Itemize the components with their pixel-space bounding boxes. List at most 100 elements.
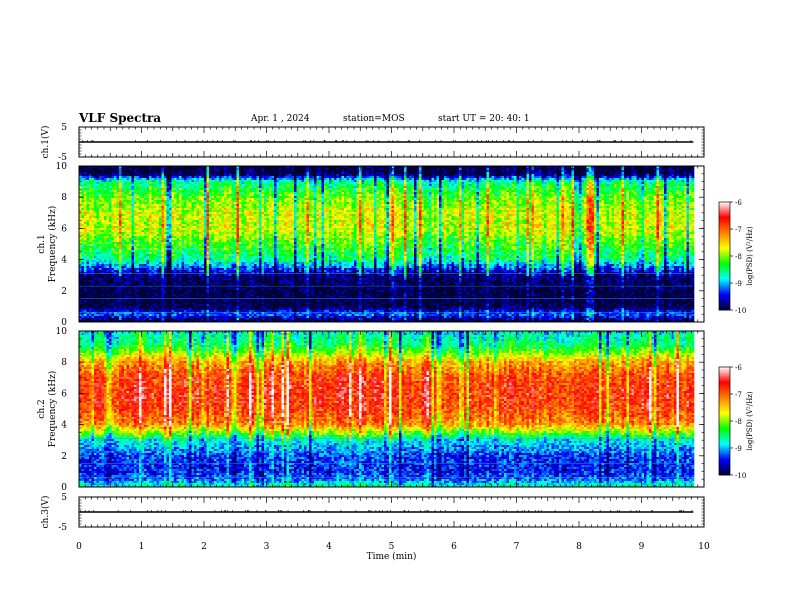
spectrogram-cell [132, 186, 135, 188]
spectrogram-cell [109, 238, 112, 240]
spectrogram-cell [157, 172, 160, 174]
spectrogram-cell [84, 214, 87, 216]
spectrogram-cell [92, 296, 95, 298]
spectrogram-cell [99, 258, 102, 260]
spectrogram-cell [174, 192, 177, 194]
spectrogram-cell [174, 208, 177, 210]
spectrogram-cell [162, 294, 165, 296]
spectrogram-cell [97, 300, 100, 302]
spectrogram-cell [104, 244, 107, 246]
spectrogram-cell [87, 254, 90, 256]
spectrogram-cell [122, 216, 125, 218]
spectrogram-cell [102, 180, 105, 182]
spectrogram-cell [172, 174, 175, 176]
spectrogram-cell [122, 258, 125, 260]
spectrogram-cell [87, 264, 90, 266]
spectrogram-cell [162, 260, 165, 262]
spectrogram-cell [167, 308, 170, 310]
spectrogram-cell [137, 246, 140, 248]
spectrogram-cell [124, 250, 127, 252]
spectrogram-cell [162, 188, 165, 190]
spectrogram-cell [119, 264, 122, 266]
spectrogram-cell [89, 192, 92, 194]
spectrogram-cell [142, 270, 145, 272]
spectrogram-cell [97, 170, 100, 172]
spectrogram-cell [94, 268, 97, 270]
spectrogram-cell [159, 296, 162, 298]
spectrogram-cell [139, 212, 142, 214]
spectrogram-cell [149, 224, 152, 226]
spectrogram-cell [172, 296, 175, 298]
spectrogram-cell [92, 266, 95, 268]
spectrogram-cell [152, 198, 155, 200]
spectrogram-cell [102, 250, 105, 252]
spectrogram-cell [157, 208, 160, 210]
spectrogram-cell [82, 250, 85, 252]
spectrogram-cell [84, 244, 87, 246]
spectrogram-cell [99, 240, 102, 242]
spectrogram-cell [84, 278, 87, 280]
spectrogram-cell [134, 198, 137, 200]
spectrogram-cell [137, 242, 140, 244]
spectrogram-cell [172, 232, 175, 234]
spectrogram-cell [87, 182, 90, 184]
spectrogram-cell [159, 226, 162, 228]
spectrogram-cell [167, 176, 170, 178]
spectrogram-cell [169, 190, 172, 192]
spectrogram-cell [132, 188, 135, 190]
spectrogram-cell [122, 172, 125, 174]
spectrogram-cell [172, 230, 175, 232]
spectrogram-cell [154, 240, 157, 242]
spectrogram-cell [147, 236, 150, 238]
spectrogram-cell [99, 180, 102, 182]
spectrogram-cell [89, 188, 92, 190]
spectrogram-cell [137, 290, 140, 292]
spectrogram-cell [127, 268, 130, 270]
spectrogram-cell [127, 200, 130, 202]
spectrogram-cell [164, 188, 167, 190]
spectrogram-cell [154, 190, 157, 192]
spectrogram-cell [157, 252, 160, 254]
spectrogram-cell [102, 202, 105, 204]
spectrogram-cell [117, 246, 120, 248]
spectrogram-cell [147, 172, 150, 174]
spectrogram-cell [89, 182, 92, 184]
spectrogram-cell [147, 268, 150, 270]
spectrogram-cell [127, 292, 130, 294]
spectrogram-cell [124, 170, 127, 172]
spectrogram-cell [114, 252, 117, 254]
spectrogram-cell [149, 202, 152, 204]
spectrogram-cell [142, 282, 145, 284]
spectrogram-cell [119, 180, 122, 182]
spectrogram-cell [114, 176, 117, 178]
spectrogram-cell [107, 300, 110, 302]
spectrogram-cell [97, 186, 100, 188]
spectrogram-cell [119, 202, 122, 204]
spectrogram-cell [154, 316, 157, 318]
spectrogram-cell [172, 236, 175, 238]
spectrogram-cell [89, 290, 92, 292]
spectrogram-cell [109, 272, 112, 274]
spectrogram-cell [132, 292, 135, 294]
spectrogram-cell [159, 260, 162, 262]
spectrogram-cell [132, 242, 135, 244]
spectrogram-cell [159, 264, 162, 266]
spectrogram-cell [104, 214, 107, 216]
spectrogram-cell [159, 214, 162, 216]
spectrogram-cell [112, 202, 115, 204]
spectrogram-cell [144, 268, 147, 270]
spectrogram-cell [84, 310, 87, 312]
spectrogram-cell [109, 316, 112, 318]
spectrogram-cell [154, 290, 157, 292]
spectrogram-cell [154, 280, 157, 282]
spectrogram-cell [89, 202, 92, 204]
spectrogram-cell [172, 210, 175, 212]
spectrogram-cell [122, 184, 125, 186]
spectrogram-cell [154, 178, 157, 180]
spectrogram-cell [147, 308, 150, 310]
spectrogram-cell [139, 204, 142, 206]
spectrogram-cell [99, 168, 102, 170]
spectrogram-cell [152, 172, 155, 174]
spectrogram-cell [149, 218, 152, 220]
spectrogram-cell [97, 252, 100, 254]
